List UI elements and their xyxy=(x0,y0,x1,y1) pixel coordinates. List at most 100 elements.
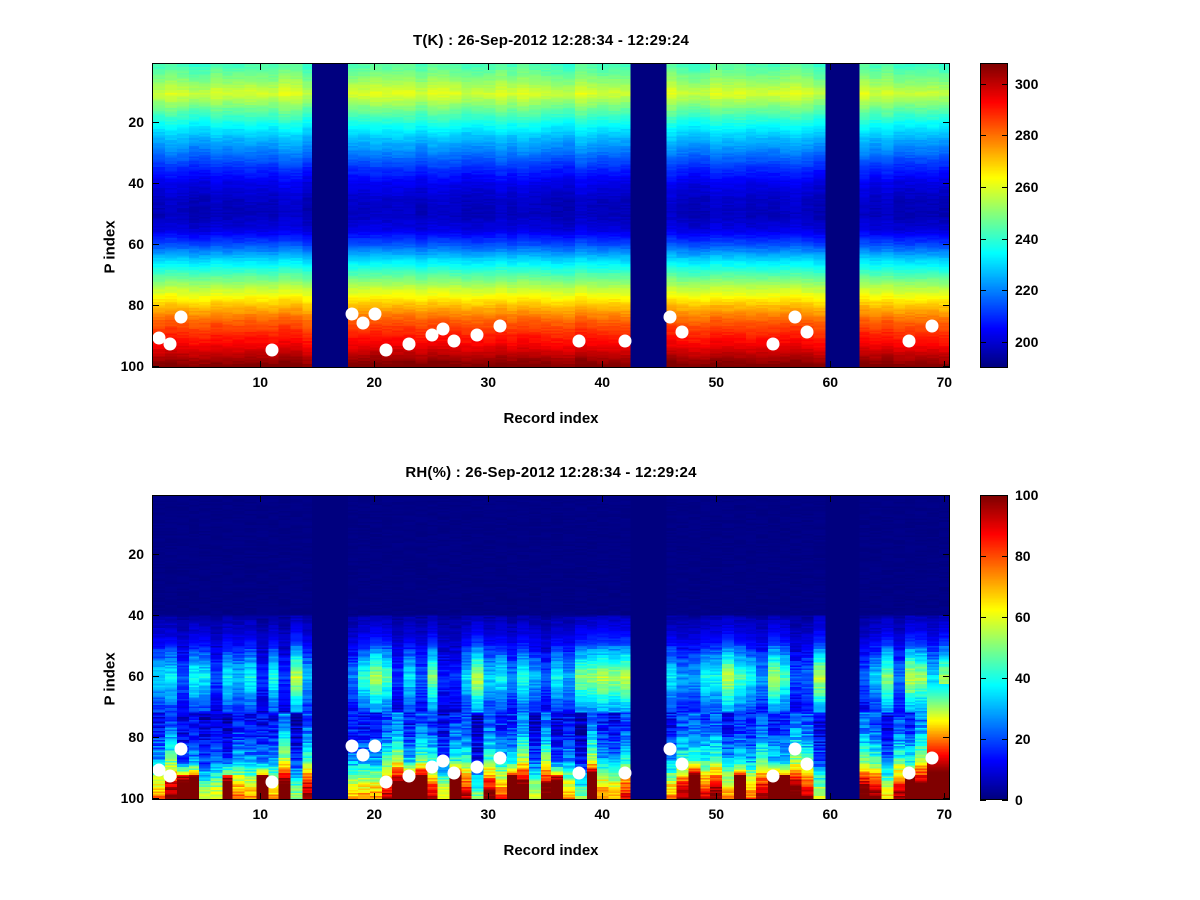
temperature-colorbar[interactable] xyxy=(980,63,1008,368)
x-tick xyxy=(716,361,718,368)
x-tick xyxy=(944,793,946,800)
x-tick xyxy=(830,361,832,368)
surface-marker xyxy=(345,739,359,753)
surface-marker xyxy=(356,748,370,762)
x-tick xyxy=(716,495,718,502)
x-tick-label: 60 xyxy=(822,806,839,822)
humidity-ylabel: P index xyxy=(101,652,119,706)
colorbar-tick-label: 100 xyxy=(1015,487,1039,503)
surface-marker xyxy=(174,742,188,756)
surface-marker xyxy=(902,766,916,780)
colorbar-tick xyxy=(1002,135,1008,137)
temperature-xlabel: Record index xyxy=(503,410,599,427)
surface-marker xyxy=(425,760,439,774)
y-tick xyxy=(943,183,950,185)
surface-marker xyxy=(493,751,507,765)
colorbar-tick xyxy=(1002,83,1008,85)
x-tick xyxy=(260,495,262,502)
x-tick xyxy=(830,63,832,70)
y-tick-label: 60 xyxy=(128,668,144,685)
colorbar-tick-label: 260 xyxy=(1015,179,1039,196)
y-tick xyxy=(943,244,950,246)
humidity-colorbar[interactable] xyxy=(980,495,1008,800)
temperature-title: T(K) : 26-Sep-2012 12:28:34 - 12:29:24 xyxy=(412,32,690,49)
humidity-xlabel: Record index xyxy=(503,842,599,859)
surface-marker xyxy=(163,337,177,351)
colorbar-tick xyxy=(980,187,986,189)
surface-marker xyxy=(153,331,166,345)
colorbar-tick xyxy=(1002,238,1008,240)
x-tick xyxy=(944,361,946,368)
colorbar-tick-label: 280 xyxy=(1015,127,1039,144)
colorbar-tick xyxy=(980,342,986,344)
colorbar-tick xyxy=(1002,342,1008,344)
surface-marker xyxy=(368,739,382,753)
surface-marker xyxy=(447,766,461,780)
surface-marker xyxy=(265,343,279,357)
surface-marker xyxy=(800,757,814,771)
surface-marker xyxy=(788,742,802,756)
surface-marker xyxy=(925,319,939,333)
y-tick xyxy=(152,798,159,800)
y-tick-label: 100 xyxy=(120,358,144,375)
colorbar-tick xyxy=(1002,800,1008,801)
y-tick xyxy=(943,798,950,800)
y-tick xyxy=(152,366,159,368)
y-tick xyxy=(943,615,950,617)
colorbar-tick xyxy=(980,135,986,137)
y-tick xyxy=(152,676,159,678)
x-tick-label: 30 xyxy=(480,806,497,822)
surface-marker xyxy=(436,322,450,336)
x-tick-label: 10 xyxy=(252,806,269,822)
humidity-marker-layer xyxy=(153,496,949,799)
surface-marker xyxy=(663,310,677,324)
y-tick-label: 40 xyxy=(128,607,144,624)
colorbar-tick-label: 40 xyxy=(1015,670,1031,686)
surface-marker xyxy=(436,754,450,768)
x-tick xyxy=(260,63,262,70)
x-tick xyxy=(374,361,376,368)
x-tick-label: 70 xyxy=(936,806,953,822)
colorbar-tick xyxy=(1002,187,1008,189)
x-tick xyxy=(260,361,262,368)
colorbar-tick xyxy=(980,495,986,496)
surface-marker xyxy=(402,337,416,351)
x-tick xyxy=(944,495,946,502)
colorbar-tick-label: 20 xyxy=(1015,731,1031,747)
surface-marker xyxy=(925,751,939,765)
temperature-heatmap-axes[interactable] xyxy=(152,63,950,368)
colorbar-tick-label: 200 xyxy=(1015,334,1039,351)
humidity-heatmap-axes[interactable] xyxy=(152,495,950,800)
x-tick-label: 60 xyxy=(822,374,839,390)
colorbar-tick xyxy=(1002,739,1008,740)
y-tick xyxy=(943,676,950,678)
y-tick-label: 80 xyxy=(128,297,144,314)
x-tick-label: 50 xyxy=(708,806,725,822)
surface-marker xyxy=(174,310,188,324)
y-tick xyxy=(152,122,159,124)
x-tick-label: 30 xyxy=(480,374,497,390)
colorbar-tick-label: 220 xyxy=(1015,282,1039,299)
surface-marker xyxy=(402,769,416,783)
surface-marker xyxy=(618,766,632,780)
surface-marker xyxy=(447,334,461,348)
x-tick xyxy=(488,63,490,70)
x-tick xyxy=(374,495,376,502)
temperature-ylabel: P index xyxy=(101,220,119,274)
y-tick-label: 20 xyxy=(128,114,144,131)
x-tick-label: 50 xyxy=(708,374,725,390)
humidity-title: RH(%) : 26-Sep-2012 12:28:34 - 12:29:24 xyxy=(405,464,697,481)
y-tick xyxy=(943,122,950,124)
colorbar-tick xyxy=(980,617,986,618)
x-tick xyxy=(716,63,718,70)
y-tick xyxy=(152,554,159,556)
surface-marker xyxy=(470,760,484,774)
surface-marker xyxy=(618,334,632,348)
x-tick xyxy=(488,361,490,368)
surface-marker xyxy=(265,775,279,789)
colorbar-tick xyxy=(980,290,986,292)
colorbar-tick xyxy=(980,238,986,240)
surface-marker xyxy=(675,757,689,771)
colorbar-tick xyxy=(980,83,986,85)
y-tick xyxy=(943,737,950,739)
